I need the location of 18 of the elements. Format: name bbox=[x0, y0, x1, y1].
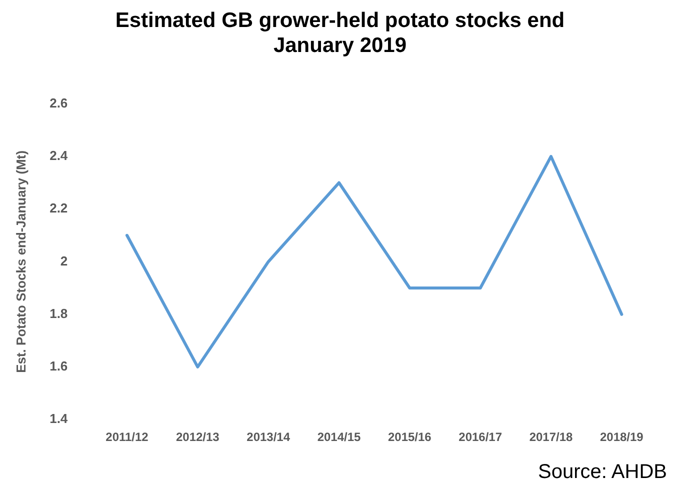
y-tick-label: 1.8 bbox=[50, 306, 68, 321]
y-tick-label: 2.6 bbox=[50, 95, 68, 110]
x-tick-label: 2017/18 bbox=[529, 430, 574, 444]
x-tick-label: 2011/12 bbox=[106, 430, 149, 444]
y-tick-label: 2 bbox=[60, 253, 68, 268]
x-tick-label: 2013/14 bbox=[246, 430, 290, 444]
x-tick-label: 2015/16 bbox=[388, 430, 432, 444]
chart-title: Estimated GB grower-held potato stocks end January 2019 bbox=[114, 8, 566, 58]
x-tick-label: 2012/13 bbox=[176, 430, 220, 444]
y-tick-label: 2.4 bbox=[50, 148, 68, 164]
x-tick-label: 2016/17 bbox=[458, 430, 502, 444]
y-tick-label: 1.6 bbox=[50, 358, 68, 374]
y-axis-title: Est. Potato Stocks end-January (Mt) bbox=[13, 150, 28, 373]
source-note: Source: AHDB bbox=[538, 461, 667, 484]
x-tick-label: 2014/15 bbox=[317, 430, 362, 444]
x-tick-label: 2018/19 bbox=[600, 430, 644, 444]
y-tick-label: 1.4 bbox=[50, 411, 68, 426]
y-tick-label: 2.2 bbox=[50, 200, 68, 216]
